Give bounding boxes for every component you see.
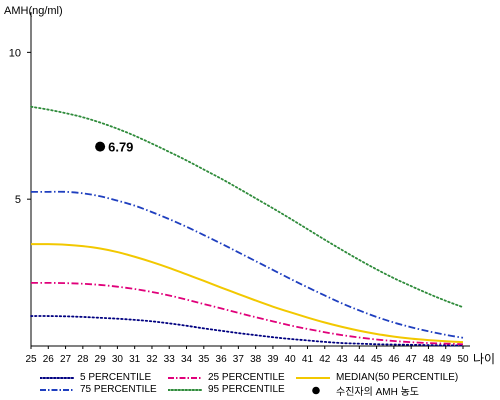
- x-tick-label-41: 41: [302, 354, 314, 365]
- legend-swatch-patient: [312, 386, 320, 395]
- x-tick-label-29: 29: [95, 354, 107, 365]
- y-axis-label: AMH(ng/ml): [4, 5, 63, 17]
- x-tick-label-44: 44: [354, 354, 366, 365]
- x-tick-label-43: 43: [336, 354, 348, 365]
- x-tick-label-50: 50: [457, 354, 469, 365]
- legend-item-median: MEDIAN(50 PERCENTILE): [296, 372, 458, 383]
- x-tick-label-34: 34: [181, 354, 193, 365]
- legend-label-5: 5 PERCENTILE: [80, 372, 152, 383]
- x-tick-label-35: 35: [198, 354, 210, 365]
- x-tick-label-38: 38: [250, 354, 262, 365]
- legend-item-95: 95 PERCENTILE: [168, 384, 285, 395]
- x-tick-label-49: 49: [440, 354, 452, 365]
- legend-swatch-75: [40, 388, 74, 391]
- series-line-0: [30, 315, 464, 347]
- x-tick-label-28: 28: [77, 354, 89, 365]
- x-tick-label-39: 39: [267, 354, 279, 365]
- y-tick-label-10: 10: [9, 47, 21, 59]
- legend-label-95: 95 PERCENTILE: [208, 384, 285, 395]
- series-line-2: [30, 243, 464, 344]
- x-tick-label-40: 40: [285, 354, 297, 365]
- legend-label-median: MEDIAN(50 PERCENTILE): [336, 372, 459, 383]
- legend-swatch-median: [296, 376, 330, 379]
- x-tick-label-46: 46: [388, 354, 400, 365]
- x-tick-label-33: 33: [164, 354, 176, 365]
- x-tick-label-45: 45: [371, 354, 383, 365]
- patient-amh-label: 6.79: [108, 140, 133, 155]
- x-tick-label-27: 27: [60, 354, 72, 365]
- legend-swatch-25: [168, 376, 202, 379]
- legend-swatch-95: [168, 388, 202, 391]
- x-tick-label-26: 26: [43, 354, 55, 365]
- x-tick-label-37: 37: [233, 354, 245, 365]
- legend-item-patient: 수진자의 AMH 농도: [296, 383, 419, 398]
- x-axis-label: 나이: [473, 352, 495, 366]
- legend-label-25: 25 PERCENTILE: [208, 372, 285, 383]
- x-tick-label-25: 25: [25, 354, 37, 365]
- legend-label-75: 75 PERCENTILE: [80, 384, 157, 395]
- legend-swatch-5: [40, 376, 74, 379]
- x-tick-label-36: 36: [216, 354, 228, 365]
- series-line-1: [30, 281, 464, 346]
- legend-item-75: 75 PERCENTILE: [40, 384, 157, 395]
- point-layer: 6.79: [95, 140, 133, 155]
- legend-item-5: 5 PERCENTILE: [40, 372, 151, 383]
- legend-label-patient: 수진자의 AMH 농도: [336, 387, 419, 398]
- x-tick-label-31: 31: [129, 354, 141, 365]
- y-tick-label-5: 5: [15, 194, 21, 206]
- series-layer: [30, 105, 464, 347]
- chart-legend: 5 PERCENTILE 25 PERCENTILE MEDIAN(50 PER…: [0, 370, 500, 400]
- series-line-4: [30, 105, 464, 309]
- x-tick-label-42: 42: [319, 354, 331, 365]
- legend-item-25: 25 PERCENTILE: [168, 372, 285, 383]
- chart-axes: AMH(ng/ml) 5 10 25 26 27 28 29 30 31 32 33 34 35 36 37 3…: [4, 5, 495, 366]
- amh-chart: AMH(ng/ml) 5 10 25 26 27 28 29 30 31 32 33 34 35 36 37 3…: [4, 5, 495, 366]
- x-tick-label-47: 47: [406, 354, 418, 365]
- patient-amh-point: [95, 141, 106, 152]
- x-tick-label-48: 48: [423, 354, 435, 365]
- x-tick-label-32: 32: [146, 354, 158, 365]
- x-tick-label-30: 30: [112, 354, 124, 365]
- series-line-3: [31, 190, 464, 339]
